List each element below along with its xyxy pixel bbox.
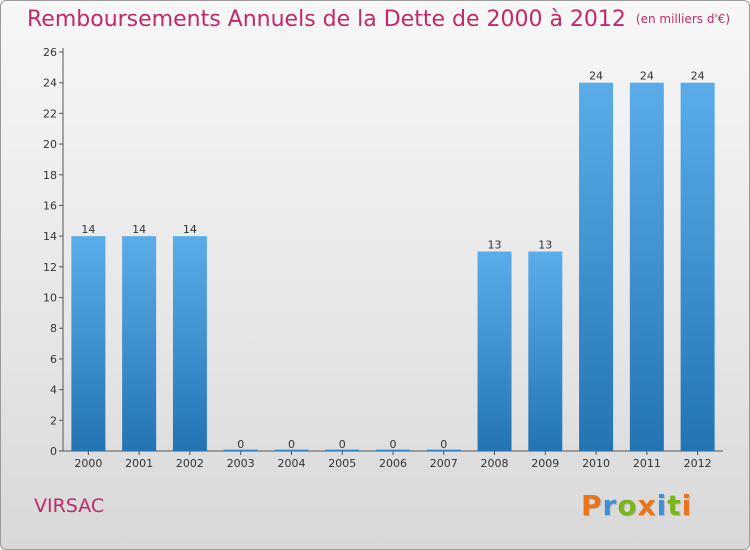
logo-letter: r	[602, 489, 618, 522]
y-tick-label: 18	[43, 169, 57, 182]
y-tick-label: 20	[43, 138, 57, 151]
data-label: 14	[183, 223, 197, 236]
bar	[680, 82, 715, 451]
x-tick-label: 2003	[227, 457, 255, 470]
proxiti-logo: Proxiti	[581, 489, 692, 522]
y-tick-label: 14	[43, 230, 57, 243]
y-tick-label: 6	[50, 353, 57, 366]
x-tick-label: 2006	[379, 457, 407, 470]
bar	[71, 236, 106, 451]
data-label: 0	[440, 438, 447, 451]
y-tick-label: 26	[43, 46, 57, 59]
y-tick-label: 22	[43, 107, 57, 120]
data-label: 13	[488, 239, 502, 252]
data-label: 14	[81, 223, 95, 236]
x-tick-label: 2009	[531, 457, 559, 470]
chart-subtitle: (en milliers d'€)	[635, 12, 731, 26]
data-label: 0	[237, 438, 244, 451]
x-tick-label: 2008	[481, 457, 509, 470]
y-tick-label: 10	[43, 292, 57, 305]
bar	[579, 82, 614, 451]
bar	[528, 251, 563, 451]
x-tick-label: 2002	[176, 457, 204, 470]
logo-letter: o	[617, 489, 638, 522]
y-tick-label: 24	[43, 77, 57, 90]
bar	[325, 449, 360, 451]
y-tick-label: 12	[43, 261, 57, 274]
commune-name: VIRSAC	[34, 495, 105, 517]
bar	[477, 251, 512, 451]
chart-title: Remboursements Annuels de la Dette de 20…	[27, 7, 730, 32]
data-label: 0	[339, 438, 346, 451]
logo-letter: P	[581, 489, 603, 522]
bar	[122, 236, 157, 451]
y-tick-label: 0	[50, 445, 57, 458]
y-tick-label: 8	[50, 322, 57, 335]
data-label: 24	[589, 70, 603, 83]
data-label: 0	[390, 438, 397, 451]
bar	[426, 449, 461, 451]
x-tick-label: 2005	[328, 457, 356, 470]
bar	[223, 449, 258, 451]
logo-letter: i	[656, 489, 668, 522]
logo-letter: x	[637, 489, 657, 522]
y-tick-label: 2	[50, 414, 57, 427]
bar	[172, 236, 207, 451]
x-tick-label: 2010	[582, 457, 610, 470]
data-label: 24	[640, 70, 654, 83]
logo-letter: i	[681, 489, 693, 522]
data-label: 24	[691, 70, 705, 83]
y-tick-label: 16	[43, 199, 57, 212]
y-tick-label: 4	[50, 384, 57, 397]
logo-letter: t	[667, 489, 682, 522]
x-tick-label: 2011	[633, 457, 661, 470]
x-tick-label: 2004	[277, 457, 305, 470]
chart-title-text: Remboursements Annuels de la Dette de 20…	[27, 7, 626, 32]
x-tick-label: 2000	[74, 457, 102, 470]
bar	[274, 449, 309, 451]
x-tick-label: 2007	[430, 457, 458, 470]
bar	[629, 82, 664, 451]
x-tick-label: 2012	[684, 457, 712, 470]
bar	[376, 449, 410, 451]
data-label: 13	[538, 239, 552, 252]
data-label: 14	[132, 223, 146, 236]
x-tick-label: 2001	[125, 457, 153, 470]
data-label: 0	[288, 438, 295, 451]
